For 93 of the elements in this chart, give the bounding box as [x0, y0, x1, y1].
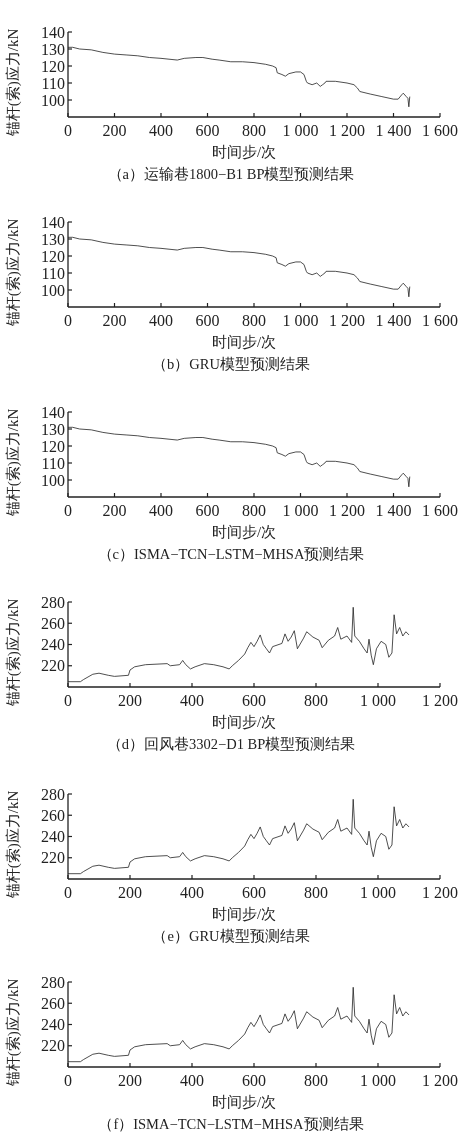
- x-axis-title: 时间步/次: [211, 144, 277, 160]
- y-tick-label: 100: [41, 281, 65, 299]
- x-tick-label: 200: [118, 1072, 142, 1089]
- x-tick-label: 1 600: [422, 502, 458, 519]
- text: （e）GRU模型预测结果: [152, 928, 310, 944]
- x-tick-label: 400: [149, 502, 173, 519]
- x-tick-label: 1 200: [329, 312, 365, 329]
- x-tick-label: 600: [195, 122, 220, 139]
- y-tick-label: 280: [41, 785, 65, 803]
- x-tick-label: 600: [242, 1072, 266, 1089]
- x-tick-label: 1 000: [282, 122, 319, 139]
- y-tick-label: 110: [41, 454, 65, 472]
- x-tick-label: 400: [149, 122, 173, 139]
- x-tick-label: 400: [180, 1072, 204, 1089]
- y-tick-label: 100: [41, 91, 65, 109]
- y-axis-title: 锚杆(索)应力/kN: [5, 598, 22, 708]
- y-tick-label: 110: [41, 74, 65, 92]
- y-axis-title: 锚杆(索)应力/kN: [5, 218, 22, 328]
- x-tick-label: 400: [149, 312, 173, 329]
- y-tick-label: 260: [41, 614, 65, 632]
- x-axis-title: 时间步/次: [211, 906, 277, 922]
- x-tick-label: 1 000: [360, 692, 396, 709]
- y-tick-label: 130: [41, 230, 65, 248]
- x-tick-label: 800: [304, 884, 328, 901]
- y-tick-label: 220: [41, 849, 65, 867]
- x-tick-label: 1 000: [360, 884, 396, 901]
- x-tick-label: 0: [64, 122, 72, 139]
- y-axis-title: 锚杆(索)应力/kN: [5, 28, 22, 138]
- y-tick-label: 240: [41, 1016, 65, 1033]
- x-tick-label: 1 600: [422, 122, 458, 139]
- y-tick-label: 120: [41, 57, 65, 75]
- x-tick-label: 1 400: [375, 122, 412, 139]
- x-tick-label: 800: [242, 122, 266, 139]
- text: （d）回风巷3302−D1 BP模型预测结果: [106, 736, 356, 752]
- text: （c）ISMA−TCN−LSTM−MHSA预测结果: [97, 546, 365, 562]
- x-tick-label: 200: [102, 122, 127, 139]
- text: （b）GRU模型预测结果: [152, 356, 310, 372]
- y-tick-label: 110: [41, 264, 65, 282]
- x-tick-label: 0: [64, 502, 72, 519]
- x-tick-label: 1 400: [375, 502, 412, 519]
- y-tick-label: 130: [41, 420, 65, 438]
- x-tick-label: 600: [242, 884, 266, 901]
- x-axis-title: 时间步/次: [211, 334, 277, 350]
- y-tick-label: 240: [41, 636, 65, 653]
- y-tick-label: 100: [41, 471, 65, 489]
- x-tick-label: 600: [195, 312, 220, 329]
- x-tick-label: 0: [64, 312, 72, 329]
- y-axis-title: 锚杆(索)应力/kN: [5, 790, 22, 900]
- x-tick-label: 0: [64, 884, 72, 901]
- x-axis-title: 时间步/次: [211, 1094, 277, 1110]
- y-tick-label: 140: [41, 213, 65, 231]
- x-tick-label: 1 200: [329, 502, 365, 519]
- x-tick-label: 600: [242, 692, 266, 709]
- y-tick-label: 140: [41, 403, 65, 421]
- y-tick-label: 120: [41, 247, 65, 265]
- text: （a）运输巷1800−B1 BP模型预测结果: [107, 166, 355, 182]
- x-tick-label: 1 400: [375, 312, 412, 329]
- y-tick-label: 240: [41, 828, 65, 845]
- y-tick-label: 220: [41, 1037, 65, 1055]
- x-tick-label: 800: [242, 502, 266, 519]
- x-axis-title: 时间步/次: [211, 714, 277, 730]
- y-axis-title: 锚杆(索)应力/kN: [5, 408, 22, 518]
- x-tick-label: 800: [242, 312, 266, 329]
- y-tick-label: 120: [41, 437, 65, 455]
- x-tick-label: 1 000: [282, 312, 319, 329]
- x-tick-label: 1 600: [422, 312, 458, 329]
- y-tick-label: 280: [41, 973, 65, 991]
- x-tick-label: 600: [195, 502, 220, 519]
- text: （f）ISMA−TCN−LSTM−MHSA预测结果: [98, 1116, 364, 1132]
- x-tick-label: 1 200: [422, 1072, 458, 1089]
- x-tick-label: 1 200: [422, 884, 458, 901]
- y-tick-label: 280: [41, 593, 65, 611]
- y-axis-title: 锚杆(索)应力/kN: [5, 978, 22, 1088]
- x-tick-label: 200: [118, 692, 142, 709]
- x-tick-label: 1 000: [360, 1072, 396, 1089]
- x-tick-label: 400: [180, 692, 204, 709]
- x-tick-label: 200: [118, 884, 142, 901]
- y-tick-label: 220: [41, 657, 65, 675]
- x-tick-label: 1 200: [422, 692, 458, 709]
- y-tick-label: 140: [41, 23, 65, 41]
- x-tick-label: 0: [64, 1072, 72, 1089]
- x-axis-title: 时间步/次: [211, 524, 277, 540]
- x-tick-label: 200: [102, 312, 127, 329]
- y-tick-label: 260: [41, 806, 65, 824]
- x-tick-label: 800: [304, 692, 328, 709]
- x-tick-label: 200: [102, 502, 127, 519]
- x-tick-label: 800: [304, 1072, 328, 1089]
- x-tick-label: 1 200: [329, 122, 365, 139]
- x-tick-label: 400: [180, 884, 204, 901]
- y-tick-label: 130: [41, 40, 65, 58]
- x-tick-label: 0: [64, 692, 72, 709]
- y-tick-label: 260: [41, 994, 65, 1012]
- x-tick-label: 1 000: [282, 502, 319, 519]
